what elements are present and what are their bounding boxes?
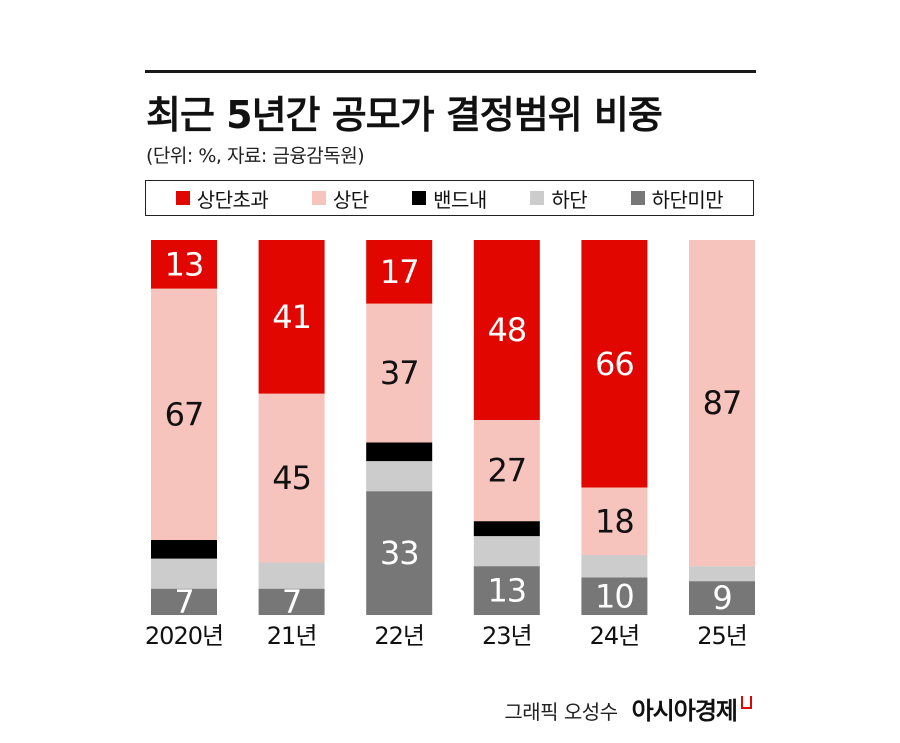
legend-swatch [412, 191, 427, 205]
bar-segment [581, 487, 648, 555]
bar-segment [151, 288, 217, 540]
bar-segment [366, 491, 433, 615]
legend-item-within-band: 밴드내 [412, 184, 487, 213]
bar-segment [366, 240, 433, 304]
bar-value-label: 18 [595, 502, 634, 540]
legend-swatch [630, 191, 645, 205]
bar-segment [473, 240, 540, 420]
x-tick-label: 24년 [590, 622, 640, 650]
legend-label: 상단 [332, 187, 369, 212]
bar-segment [258, 588, 325, 615]
bar-segment [581, 555, 648, 578]
bar-value-label: 45 [272, 459, 311, 497]
bar-segment [473, 536, 540, 567]
graphic-credit: 그래픽 오성수 [504, 700, 618, 724]
title-rule [145, 70, 756, 73]
bar-value-label: 66 [595, 345, 634, 383]
bar-value-label: 13 [165, 245, 204, 283]
bar-segment [473, 420, 540, 522]
bar-value-label: 48 [487, 311, 526, 349]
legend-label: 하단미만 [651, 187, 724, 212]
legend-item-bottom: 하단 [530, 184, 588, 213]
bar-segment [689, 566, 755, 582]
bar-value-label: 7 [282, 583, 301, 621]
bar-segment [366, 461, 433, 492]
x-tick-label: 25년 [697, 622, 747, 650]
x-tick-label: 23년 [482, 622, 532, 650]
bar-segment [151, 240, 217, 289]
bar-segment [689, 240, 755, 567]
x-tick-label: 22년 [374, 622, 424, 650]
bar-value-label: 7 [174, 583, 193, 621]
bar-segment [366, 303, 433, 443]
bar-value-label: 13 [487, 572, 526, 610]
bar-value-label: 33 [380, 534, 419, 572]
bar-segment [581, 577, 648, 615]
brand-mark-icon [741, 696, 752, 709]
bar-value-label: 67 [165, 395, 204, 433]
chart-title: 최근 5년간 공모가 결정범위 비중 [146, 93, 663, 137]
legend-swatch [175, 191, 190, 205]
bar-value-label: 87 [703, 384, 742, 422]
bar-segment [258, 562, 325, 589]
bar-segment [581, 240, 648, 488]
bar-segment [473, 566, 540, 615]
legend-label: 밴드내 [433, 187, 487, 212]
legend: 상단초과 상단 밴드내 하단 하단미만 [145, 180, 754, 216]
bar-segment [151, 588, 217, 615]
bar-segment [473, 521, 540, 537]
legend-item-over-top: 상단초과 [175, 184, 269, 213]
bar-value-label: 27 [487, 452, 526, 490]
bar-segment [151, 540, 217, 559]
bar-segment [258, 240, 325, 394]
legend-swatch [311, 191, 326, 205]
legend-swatch [530, 191, 545, 205]
legend-label: 상단초과 [196, 187, 269, 212]
legend-label: 하단 [551, 187, 588, 212]
bar-segment [689, 581, 755, 615]
bar-value-label: 17 [380, 253, 419, 291]
bar-segment [366, 442, 433, 462]
chart-subtitle: (단위: %, 자료: 금융감독원) [146, 145, 365, 167]
x-tick-label: 2020년 [145, 622, 223, 650]
legend-item-under-bottom: 하단미만 [630, 184, 724, 213]
bar-segment [151, 558, 217, 589]
brand-logo-text: 아시아경제 [631, 697, 738, 725]
bar-value-label: 41 [272, 298, 311, 336]
credit: 그래픽 오성수 아시아경제 [504, 691, 752, 726]
legend-item-top: 상단 [311, 184, 369, 213]
bar-value-label: 37 [380, 354, 419, 392]
bar-value-label: 10 [595, 577, 634, 615]
x-tick-label: 21년 [267, 622, 317, 650]
bar-segment [258, 393, 325, 563]
bar-value-label: 9 [712, 579, 731, 617]
